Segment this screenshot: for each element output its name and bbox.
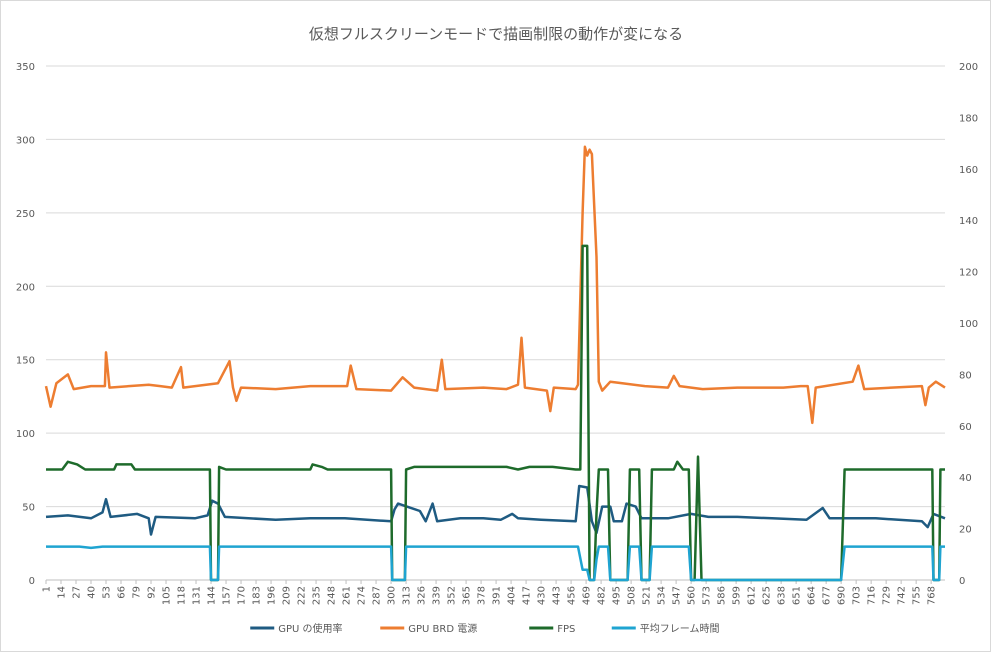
x-tick-label: 573: [702, 586, 713, 605]
series-line: [45, 484, 946, 536]
y-right-tick-label: 60: [959, 422, 972, 433]
x-tick-label: 352: [447, 586, 458, 605]
x-tick-label: 14: [57, 586, 68, 599]
x-tick-label: 690: [837, 586, 848, 605]
x-tick-label: 339: [432, 586, 443, 605]
x-tick-label: 92: [147, 586, 158, 599]
x-tick-label: 677: [822, 586, 833, 605]
y-left-tick-label: 350: [16, 62, 35, 73]
x-tick-label: 664: [807, 586, 818, 605]
x-tick-label: 716: [867, 586, 878, 605]
y-right-tick-label: 0: [959, 576, 965, 587]
y-right-tick-label: 140: [959, 216, 978, 227]
y-left-tick-label: 50: [22, 503, 35, 514]
x-tick-label: 287: [372, 586, 383, 605]
chart-title: 仮想フルスクリーンモードで描画制限の動作が変になる: [309, 25, 683, 43]
x-tick-label: 508: [627, 586, 638, 605]
y-right-tick-label: 40: [959, 473, 972, 484]
x-tick-label: 417: [522, 586, 533, 605]
x-tick-label: 144: [207, 586, 218, 605]
y-left-tick-label: 300: [16, 135, 35, 146]
x-tick-label: 612: [747, 586, 758, 605]
x-tick-label: 365: [462, 586, 473, 605]
legend-label: FPS: [557, 624, 575, 635]
x-tick-label: 443: [552, 586, 563, 605]
y-right-tick-label: 120: [959, 268, 978, 279]
x-tick-label: 768: [927, 586, 938, 605]
x-tick-label: 560: [687, 586, 698, 605]
x-tick-label: 300: [387, 586, 398, 605]
x-tick-label: 599: [732, 586, 743, 605]
y-right-tick-label: 80: [959, 370, 972, 381]
y-left-tick-label: 250: [16, 209, 35, 220]
x-tick-label: 521: [642, 586, 653, 605]
y-left-tick-label: 200: [16, 282, 35, 293]
x-tick-label: 131: [192, 586, 203, 605]
legend-label: GPU の使用率: [278, 622, 342, 635]
y-right-tick-label: 200: [959, 62, 978, 73]
x-tick-label: 313: [402, 586, 413, 605]
y-right-tick-label: 180: [959, 113, 978, 124]
x-tick-label: 547: [672, 586, 683, 605]
x-tick-label: 586: [717, 586, 728, 605]
series-lines: [44, 145, 946, 582]
y-left-tick-label: 0: [29, 576, 35, 587]
x-tick-label: 404: [507, 586, 518, 605]
x-tick-label: 40: [87, 586, 98, 599]
legend-label: GPU BRD 電源: [408, 622, 477, 635]
x-tick-label: 495: [612, 586, 623, 605]
y-left-tick-label: 150: [16, 356, 35, 367]
series-line: [44, 145, 946, 425]
x-axis: 1 14 27 40 53 66 79 92 105 118 131 144 157 170 183 196 2…: [42, 580, 938, 605]
x-tick-label: 157: [222, 586, 233, 605]
x-tick-label: 755: [912, 586, 923, 605]
x-tick-label: 27: [72, 586, 83, 599]
x-tick-label: 196: [267, 586, 278, 605]
x-tick-label: 66: [117, 586, 128, 599]
x-tick-label: 729: [882, 586, 893, 605]
x-tick-label: 183: [252, 586, 263, 605]
x-tick-label: 79: [132, 586, 143, 599]
y-right-tick-label: 20: [959, 525, 972, 536]
x-tick-label: 53: [102, 586, 113, 599]
gridlines: [46, 65, 945, 581]
x-tick-label: 456: [567, 586, 578, 605]
legend: GPU の使用率 GPU BRD 電源 FPS 平均フレーム時間: [250, 622, 719, 635]
y-right-tick-label: 100: [959, 319, 978, 330]
x-tick-label: 651: [792, 586, 803, 605]
series-line: [46, 545, 945, 582]
x-tick-label: 248: [327, 586, 338, 605]
x-tick-label: 274: [357, 586, 368, 605]
x-tick-label: 105: [162, 586, 173, 605]
x-tick-label: 378: [477, 586, 488, 605]
y-axis-right: 0 20 40 60 80 100 120 140 160 180 200: [959, 62, 978, 587]
x-tick-label: 742: [897, 586, 908, 605]
x-tick-label: 534: [657, 586, 668, 605]
x-tick-label: 235: [312, 586, 323, 605]
y-left-tick-label: 100: [16, 429, 35, 440]
x-tick-label: 430: [537, 586, 548, 605]
x-tick-label: 469: [582, 586, 593, 605]
y-axis-left: 0 50 100 150 200 250 300 350: [16, 62, 35, 587]
x-tick-label: 261: [342, 586, 353, 605]
x-tick-label: 209: [282, 586, 293, 605]
y-right-tick-label: 160: [959, 165, 978, 176]
x-tick-label: 1: [42, 586, 53, 592]
series-line: [46, 244, 945, 582]
x-tick-label: 638: [777, 586, 788, 605]
x-tick-label: 391: [492, 586, 503, 605]
x-tick-label: 625: [762, 586, 773, 605]
x-tick-label: 118: [177, 586, 188, 605]
x-tick-label: 703: [852, 586, 863, 605]
x-tick-label: 170: [237, 586, 248, 605]
x-tick-label: 326: [417, 586, 428, 605]
x-tick-label: 222: [297, 586, 308, 605]
legend-label: 平均フレーム時間: [640, 623, 720, 635]
x-tick-label: 482: [597, 586, 608, 605]
